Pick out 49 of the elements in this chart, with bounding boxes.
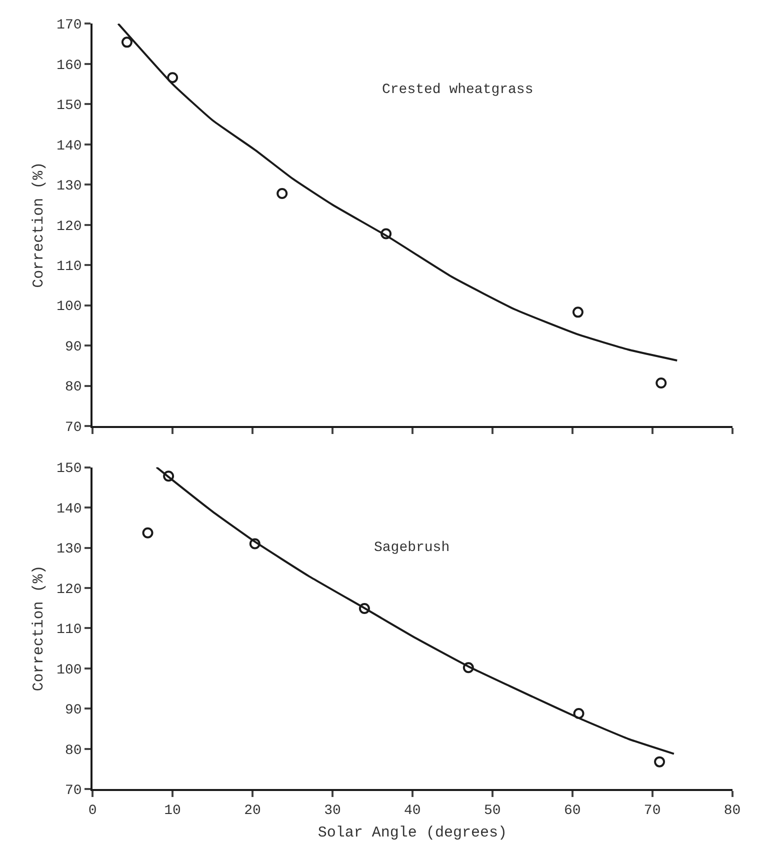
y-tick-label: 140	[56, 138, 82, 154]
y-tick-label: 160	[56, 58, 82, 74]
y-tick-label: 120	[56, 218, 82, 235]
point	[163, 470, 174, 482]
y-tick-label: 100	[56, 299, 82, 316]
y-axis-title: Correction (%)	[30, 162, 48, 288]
x-tick-label: 40	[404, 802, 421, 819]
line-series	[117, 24, 678, 362]
y-tick-label: 80	[64, 380, 82, 396]
x-tick-label: 70	[644, 802, 661, 819]
point	[121, 36, 132, 48]
annotation: Sagebrush	[374, 540, 450, 556]
point	[167, 72, 178, 84]
point	[656, 377, 667, 388]
y-tick-label: 90	[64, 339, 82, 356]
point	[276, 188, 288, 199]
y-tick-label: 130	[56, 542, 82, 558]
x-tick-label: 10	[164, 802, 181, 819]
x-tick-label: 60	[564, 802, 581, 819]
y-axis-title: Correction (%)	[30, 565, 48, 692]
point	[654, 756, 666, 768]
point	[142, 527, 154, 538]
y-tick-label: 130	[56, 178, 82, 195]
x-tick-label: 80	[724, 802, 741, 819]
annotation: Crested wheatgrass	[382, 82, 534, 98]
y-tick-label: 80	[64, 742, 82, 759]
y-tick-label: 110	[56, 622, 82, 638]
y-tick-label: 110	[56, 258, 82, 275]
point	[462, 662, 474, 674]
y-tick-label: 90	[64, 702, 82, 719]
x-tick-label: 20	[244, 802, 261, 819]
y-tick-label: 140	[56, 501, 82, 518]
y-tick-label: 120	[56, 582, 82, 598]
y-tick-label: 150	[56, 98, 82, 114]
line-series	[156, 467, 675, 755]
x-tick-label: 0	[88, 802, 97, 819]
point	[572, 306, 584, 318]
x-tick-label: 30	[324, 802, 341, 819]
y-tick-label: 100	[56, 662, 82, 678]
y-tick-label: 70	[64, 783, 82, 800]
point	[358, 603, 370, 614]
point	[249, 538, 260, 550]
point	[380, 228, 392, 240]
y-tick-label: 150	[56, 461, 82, 478]
y-tick-label: 70	[64, 420, 82, 436]
x-tick-label: 50	[484, 802, 501, 819]
point	[573, 708, 584, 720]
x-axis-title: Solar Angle (degrees)	[318, 824, 507, 842]
y-tick-label: 170	[56, 18, 82, 34]
